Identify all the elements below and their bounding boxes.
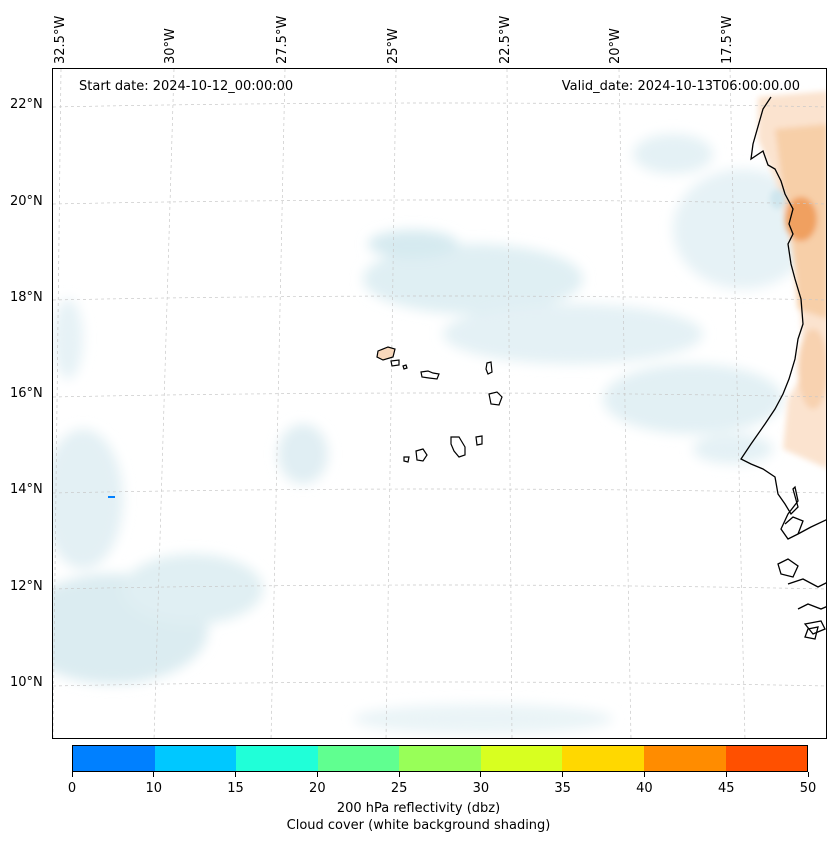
valid-date-label: Valid_date: 2024-10-13T06:00:00.00 — [561, 79, 800, 94]
colorbar-segment-6 — [562, 746, 644, 771]
colorbar — [72, 745, 808, 772]
colorbar-tick-label: 40 — [636, 781, 653, 796]
island-maio — [475, 435, 483, 446]
colorbar-tick-label: 50 — [799, 781, 817, 796]
island-fogo — [415, 448, 428, 462]
colorbar-tick-mark — [71, 772, 73, 777]
map-panel[interactable]: Start date: 2024-10-12_00:00:00 Valid_da… — [52, 68, 827, 739]
lat-label-16n: 16°N — [10, 386, 43, 401]
colorbar-tick-label: 35 — [554, 781, 571, 796]
lat-label-22n: 22°N — [10, 97, 43, 112]
colorbar-tick-mark — [235, 772, 237, 777]
colorbar-tick-label: 45 — [717, 781, 735, 796]
graticule — [53, 69, 826, 738]
colorbar-tick-label: 25 — [390, 781, 408, 796]
lat-label-12n: 12°N — [10, 579, 43, 594]
lat-label-14n: 14°N — [10, 482, 43, 497]
lon-label-20w: 20°W — [608, 28, 623, 64]
colorbar-tick-mark — [480, 772, 482, 777]
colorbar-segment-7 — [643, 746, 726, 771]
colorbar-tick-label: 15 — [227, 781, 244, 796]
island-brava — [403, 456, 410, 463]
island-santiago — [450, 436, 466, 458]
island-sao-vicente — [390, 359, 400, 367]
island-santo-antao — [376, 346, 396, 361]
colorbar-segment-0 — [73, 746, 155, 771]
colorbar-tick-label: 20 — [309, 781, 326, 796]
lat-label-10n: 10°N — [10, 675, 43, 690]
colorbar-tick-label: 10 — [145, 781, 163, 796]
lon-label-25w: 25°W — [386, 28, 401, 64]
cloud-cover-shading — [53, 134, 813, 734]
map-canvas — [53, 69, 826, 738]
colorbar-tick-mark — [807, 772, 809, 777]
colorbar-label-cloud-cover: Cloud cover (white background shading) — [286, 818, 551, 833]
colorbar-tick-label: 30 — [472, 781, 490, 796]
cape-verde-islands — [376, 346, 503, 463]
colorbar-tick-label: 0 — [67, 781, 77, 796]
lat-label-18n: 18°N — [10, 290, 43, 305]
colorbar-segment-3 — [317, 746, 400, 771]
colorbar-tick-mark — [725, 772, 727, 777]
colorbar-tick-mark — [643, 772, 645, 777]
island-sal — [485, 361, 493, 375]
colorbar-label-reflectivity: 200 hPa reflectivity (dbz) — [336, 801, 501, 816]
reflectivity-shading-land — [758, 91, 826, 469]
colorbar-tick-mark — [153, 772, 155, 777]
colorbar-tick-mark — [398, 772, 400, 777]
lat-label-20n: 20°N — [10, 194, 43, 209]
start-date-label: Start date: 2024-10-12_00:00:00 — [79, 79, 294, 94]
reflectivity-speck — [108, 496, 115, 498]
lon-label-22-5w: 22.5°W — [498, 15, 513, 64]
colorbar-segment-1 — [154, 746, 237, 771]
colorbar-segment-8 — [725, 746, 808, 771]
lon-label-17-5w: 17.5°W — [720, 15, 735, 64]
colorbar-segment-5 — [480, 746, 563, 771]
coastline — [740, 96, 826, 640]
colorbar-segment-2 — [236, 746, 318, 771]
colorbar-segment-4 — [399, 746, 481, 771]
lon-label-32-5w: 32.5°W — [53, 15, 68, 64]
island-boa-vista — [488, 391, 503, 406]
colorbar-tick-mark — [316, 772, 318, 777]
lon-label-27-5w: 27.5°W — [275, 15, 290, 64]
island-sao-nicolau — [420, 370, 440, 380]
island-santa-luzia — [402, 364, 408, 370]
colorbar-tick-mark — [562, 772, 564, 777]
lon-label-30w: 30°W — [163, 28, 178, 64]
